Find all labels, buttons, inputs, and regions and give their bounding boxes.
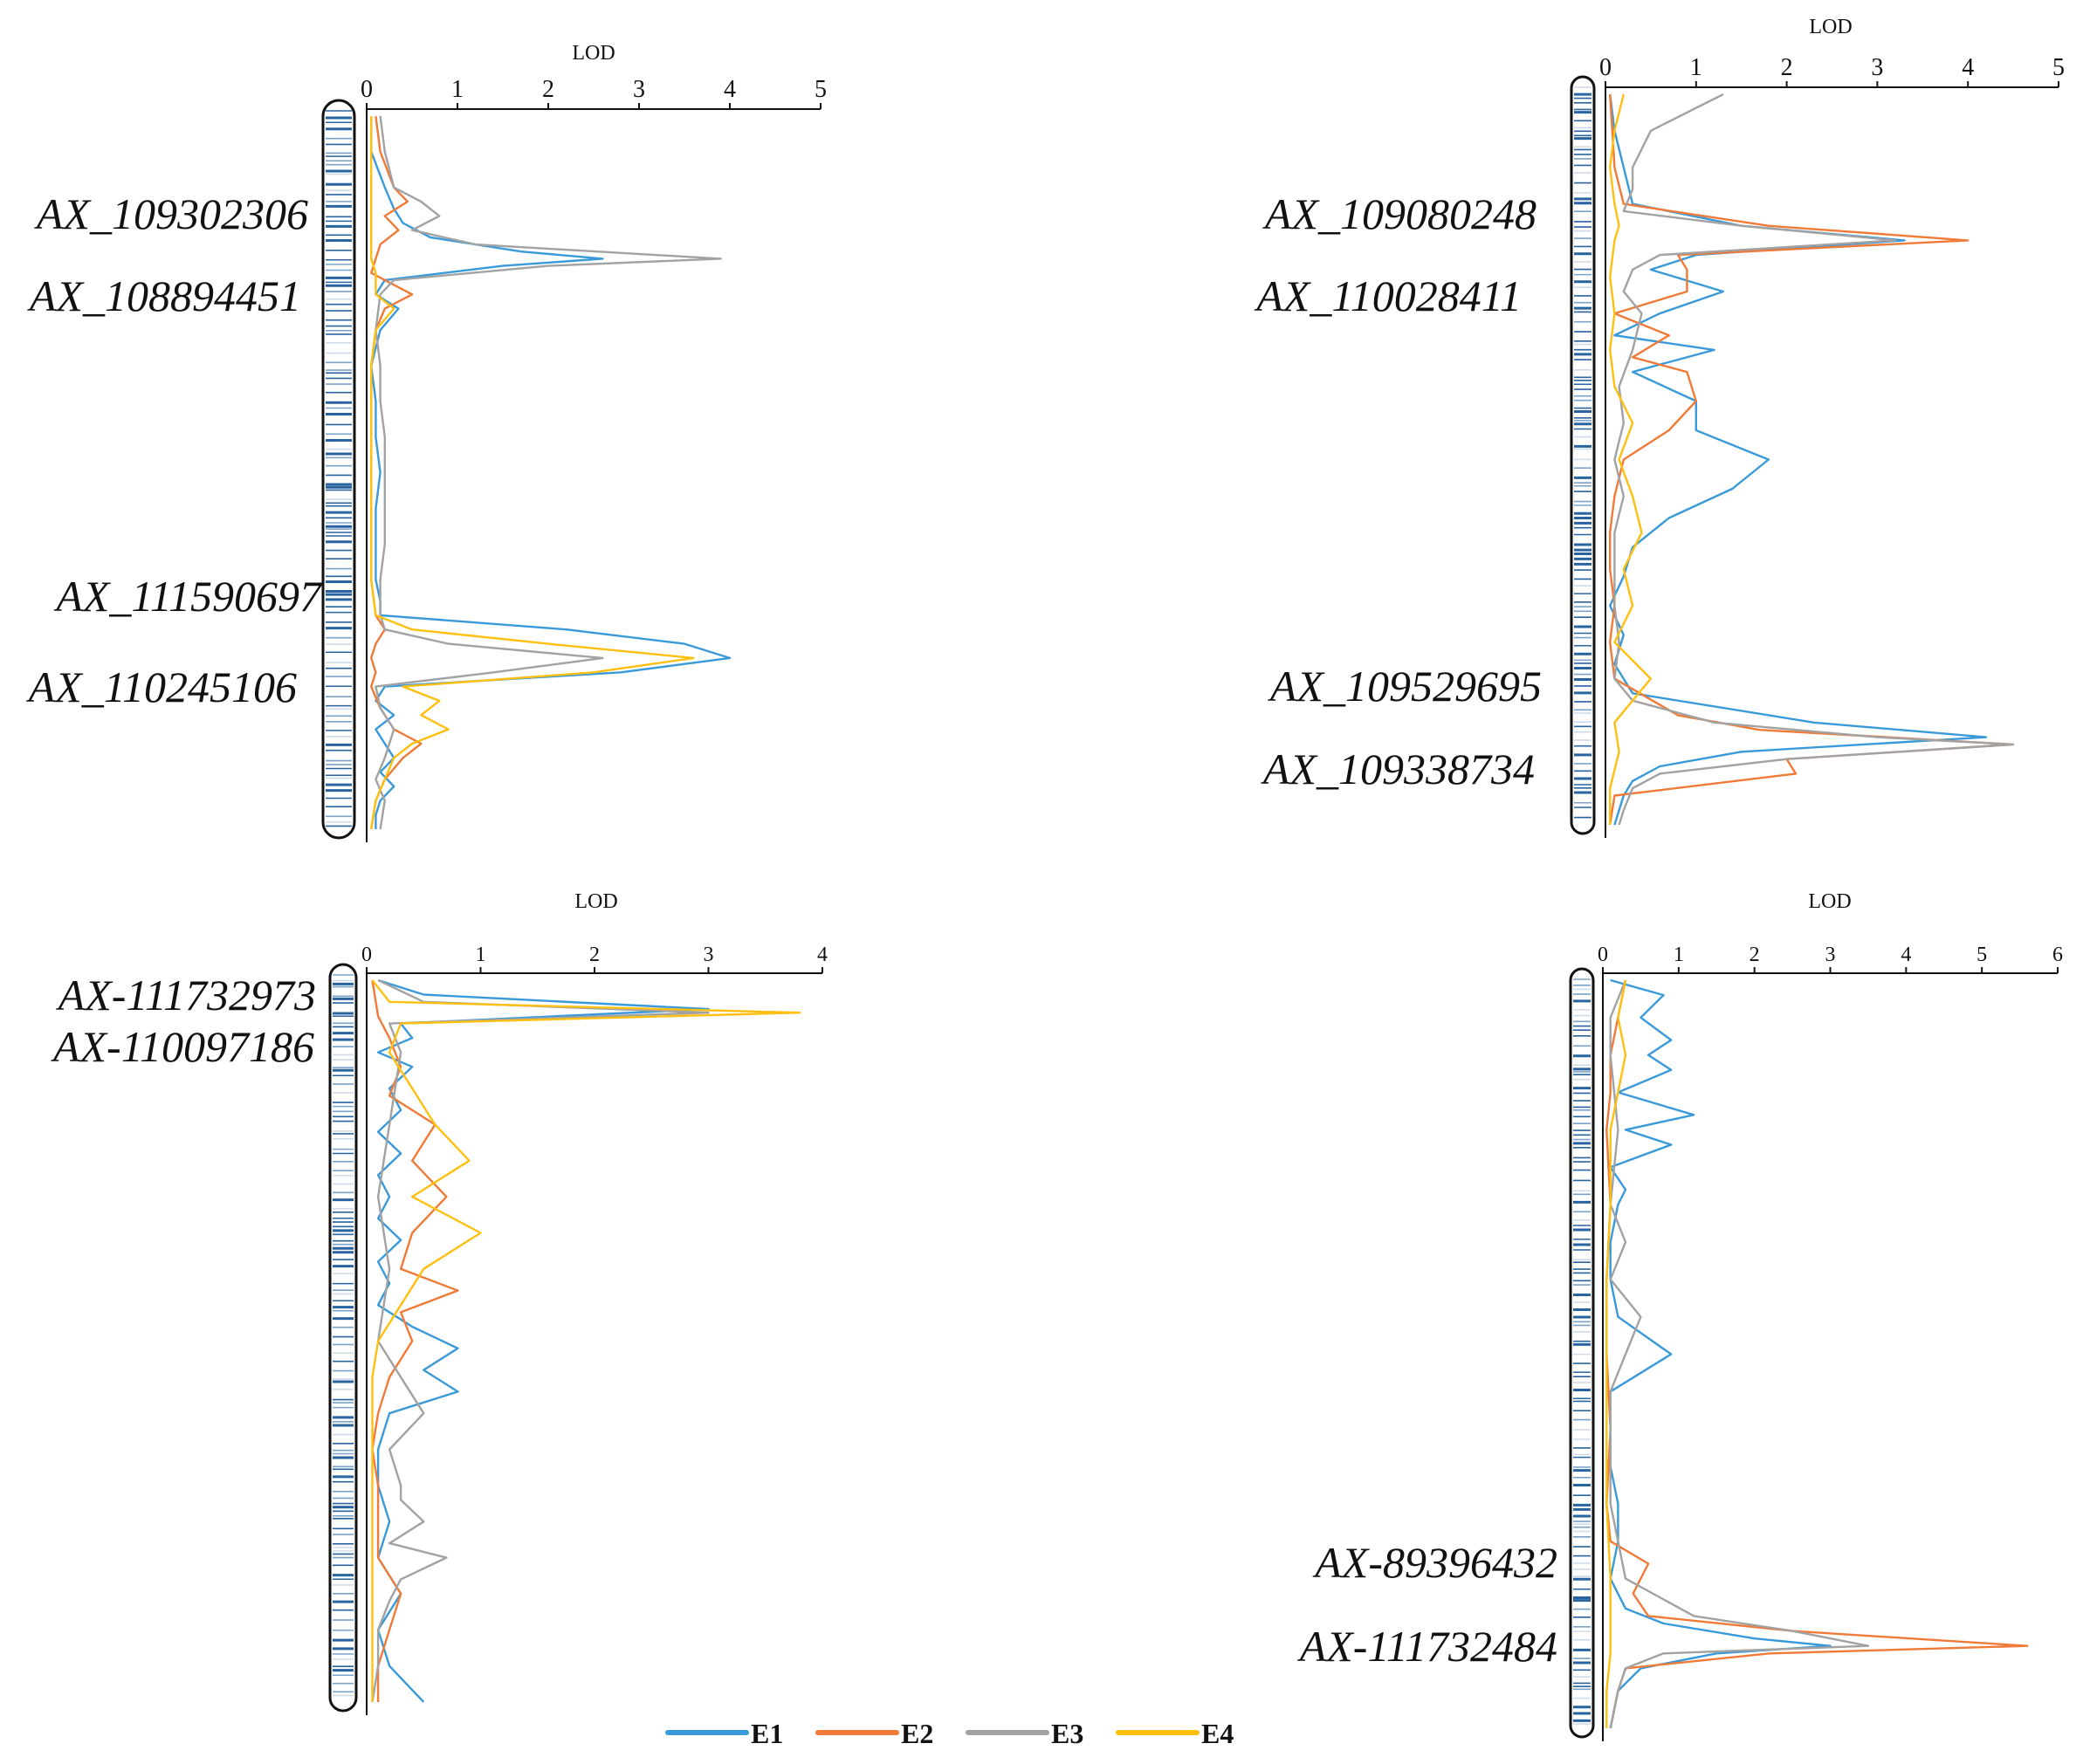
x-tick-label: 3 (704, 944, 714, 966)
x-tick-label: 3 (1871, 54, 1883, 81)
x-tick-label: 0 (1598, 944, 1608, 966)
series-line-e3 (1609, 979, 1870, 1729)
x-axis-title: LOD (574, 890, 617, 913)
marker-label: AX_110028411 (1254, 271, 1522, 320)
chromosome-ideogram (1570, 75, 1596, 835)
chart-panel-4: 0 1 2 3 4 5 6 LOD AX-89396432 AX-111732484 (1297, 890, 2063, 1741)
series-line-e1 (1608, 93, 1988, 826)
chromosome-ideogram (328, 963, 358, 1713)
series-line-e2 (371, 979, 459, 1702)
series-line-e4 (371, 979, 801, 1702)
series-line-e1 (370, 116, 732, 829)
series-line-e4 (1605, 979, 1627, 1728)
series-line-e2 (370, 115, 423, 830)
x-tick-label: 3 (1825, 944, 1836, 966)
marker-label: AX_109529695 (1268, 662, 1542, 710)
x-tick-label: 5 (2052, 54, 2065, 81)
x-tick-label: 5 (1976, 944, 1987, 966)
chromosome-ideogram (1569, 967, 1595, 1739)
chromosome-ideogram (321, 99, 356, 840)
marker-label: AX-89396432 (1312, 1538, 1557, 1587)
marker-label: AX_109338734 (1261, 745, 1535, 793)
x-tick-label: 4 (724, 76, 736, 103)
series-line-e1 (1609, 978, 1832, 1729)
x-tick-label: 4 (817, 944, 828, 966)
marker-label: AX-110097186 (51, 1022, 314, 1071)
marker-label: AX-111732484 (1297, 1622, 1557, 1671)
x-tick-label: 5 (815, 76, 827, 103)
x-tick-label: 1 (1690, 54, 1702, 81)
chart-panel-1: 0 1 2 3 4 5 LOD AX_109302306 AX_108894451 AX_1115… (26, 42, 827, 842)
chromosome-outline (321, 99, 356, 840)
series-line-e3 (375, 115, 722, 830)
series-line-e4 (370, 116, 695, 830)
x-tick-label: 1 (476, 944, 486, 966)
x-tick-label: 1 (1674, 944, 1684, 966)
legend: E1 E2 E3 E4 (665, 1718, 1234, 1749)
x-axis-title: LOD (572, 42, 615, 65)
x-tick-label: 0 (361, 944, 372, 966)
x-tick-label: 6 (2052, 944, 2063, 966)
legend-label-e2: E2 (901, 1718, 933, 1749)
chromosome-outline (1569, 967, 1595, 1739)
x-tick-label: 3 (633, 76, 645, 103)
legend-label-e4: E4 (1201, 1718, 1234, 1749)
legend-label-e3: E3 (1051, 1718, 1083, 1749)
series-line-e2 (1608, 93, 2015, 826)
x-tick-label: 2 (589, 944, 600, 966)
x-tick-label: 2 (1781, 54, 1793, 81)
x-axis-title: LOD (1808, 890, 1851, 913)
x-tick-label: 0 (1599, 54, 1612, 81)
series-line-e1 (376, 978, 710, 1703)
series-line-e4 (1608, 93, 1653, 825)
chromosome-outline (328, 963, 358, 1713)
x-axis-title: LOD (1809, 16, 1852, 38)
legend-label-e1: E1 (751, 1718, 783, 1749)
x-tick-label: 4 (1962, 54, 1974, 81)
marker-label: AX-111732973 (56, 971, 316, 1019)
series-line-e3 (371, 978, 710, 1703)
marker-label: AX_108894451 (27, 271, 301, 320)
series-line-e3 (1613, 93, 2015, 826)
x-tick-label: 2 (542, 76, 554, 103)
chromosome-outline (1570, 75, 1596, 835)
marker-label: AX_110245106 (26, 662, 297, 711)
x-tick-label: 0 (361, 76, 373, 103)
marker-label: AX_109080248 (1262, 189, 1536, 238)
marker-label: AX_109302306 (34, 189, 308, 238)
x-tick-label: 1 (451, 76, 464, 103)
marker-label: AX_111590697 (53, 572, 323, 621)
chart-panel-2: 0 1 2 3 4 5 LOD AX_109080248 AX_110028411 AX_1095… (1254, 16, 2065, 838)
x-tick-label: 2 (1750, 944, 1760, 966)
x-tick-label: 4 (1901, 944, 1911, 966)
